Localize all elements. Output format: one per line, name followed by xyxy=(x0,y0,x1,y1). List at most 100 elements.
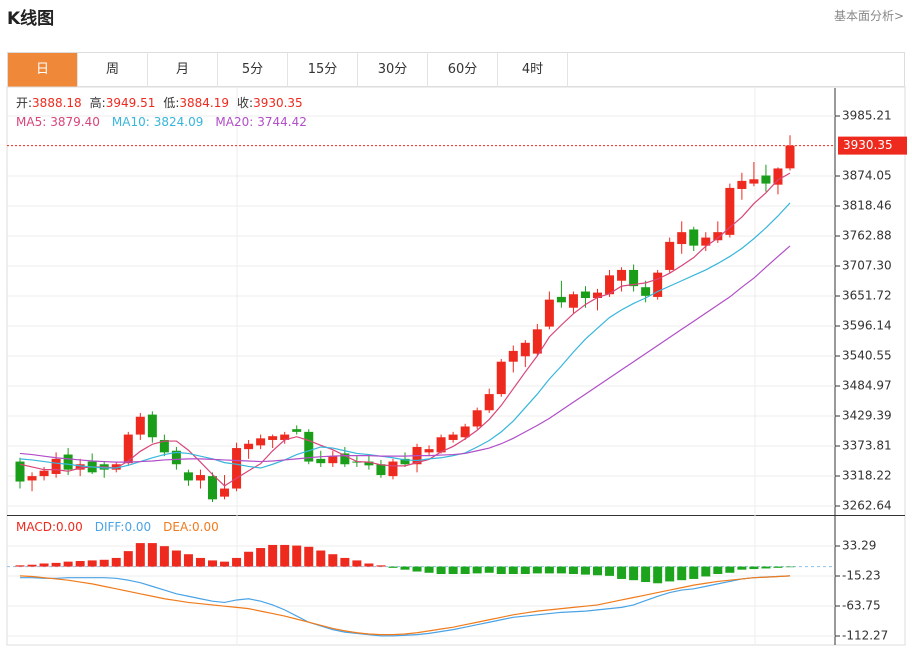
macd-info: MACD:0.00 DIFF:0.00 DEA:0.00 xyxy=(16,520,219,534)
candle-body xyxy=(593,292,602,299)
y-tick-label: -112.27 xyxy=(842,629,888,643)
macd-bar xyxy=(39,563,49,567)
candle-body xyxy=(532,329,542,354)
candle-body xyxy=(51,458,61,474)
y-tick-label: 3762.88 xyxy=(842,229,892,243)
macd-bar xyxy=(256,548,266,567)
candle-body xyxy=(556,296,566,303)
macd-bar xyxy=(424,566,434,573)
macd-bar xyxy=(773,566,783,568)
macd-bar xyxy=(99,559,109,567)
ohlc-label: 低: xyxy=(163,96,179,110)
period-tab[interactable]: 30分 xyxy=(358,53,428,87)
macd-bar xyxy=(171,550,181,567)
macd-bar xyxy=(508,566,518,575)
macd-bar xyxy=(617,566,627,579)
candle-body xyxy=(256,438,266,446)
macd-bar xyxy=(63,561,73,567)
period-tab[interactable]: 日 xyxy=(8,53,78,87)
macd-line xyxy=(19,575,791,636)
y-tick-label: 3318.22 xyxy=(842,469,892,483)
candle-body xyxy=(436,437,446,453)
candle-body xyxy=(27,476,37,481)
ohlc-info: 开:3888.18 高:3949.51 低:3884.19 收:3930.35 xyxy=(16,95,303,110)
macd-bar xyxy=(244,551,254,567)
candle-body xyxy=(605,275,615,295)
chart-frame xyxy=(6,86,906,646)
ma-name: MA20: xyxy=(215,115,253,129)
macd-bar xyxy=(701,566,711,577)
candle-body xyxy=(376,464,386,476)
macd-bar xyxy=(761,566,771,569)
macd-bar xyxy=(532,566,542,574)
candle-body xyxy=(749,179,759,184)
candle-body xyxy=(472,410,482,427)
macd-bar xyxy=(316,550,326,567)
candle-body xyxy=(232,448,242,489)
candle-body xyxy=(496,361,506,395)
candle-body xyxy=(508,350,518,362)
y-tick-label: 3985.21 xyxy=(842,108,892,122)
macd-bar xyxy=(352,560,362,567)
macd-legend-value: 0.00 xyxy=(192,520,219,534)
macd-bar xyxy=(183,554,193,567)
y-tick-label: -15.23 xyxy=(842,569,881,583)
y-tick-label: 3484.97 xyxy=(842,379,892,393)
y-tick-label: 3429.39 xyxy=(842,409,892,423)
candle-body xyxy=(701,237,711,246)
ohlc-value: 3884.19 xyxy=(179,96,229,110)
macd-line xyxy=(20,575,791,637)
candle-body xyxy=(400,458,410,465)
y-tick-label: 33.29 xyxy=(842,539,876,553)
macd-bar xyxy=(665,566,675,582)
macd-legend-name: DIFF: xyxy=(95,520,125,534)
macd-bar xyxy=(364,563,374,567)
fundamental-link[interactable]: 基本面分析> xyxy=(833,9,904,23)
candle-body xyxy=(773,168,783,185)
macd-bar xyxy=(725,566,735,573)
macd-bar xyxy=(27,564,37,567)
macd-bar xyxy=(388,566,398,568)
candle-body xyxy=(388,461,398,477)
ohlc-label: 高: xyxy=(90,95,106,110)
y-tick-label: 3262.64 xyxy=(842,499,892,513)
macd-bar xyxy=(400,566,410,570)
candle-body xyxy=(208,476,217,500)
candle-body xyxy=(568,294,578,308)
macd-bar xyxy=(496,566,506,575)
period-tab[interactable]: 周 xyxy=(78,53,148,87)
macd-bar xyxy=(376,565,386,567)
period-tab[interactable]: 15分 xyxy=(288,53,358,87)
period-tab[interactable]: 5分 xyxy=(218,53,288,87)
macd-bar xyxy=(689,566,699,579)
candle-body xyxy=(629,269,639,287)
candle-body xyxy=(737,180,747,189)
macd-bar xyxy=(268,544,278,567)
macd-bar xyxy=(580,566,590,575)
macd-bar xyxy=(484,566,494,573)
ma-value: 3824.09 xyxy=(154,115,204,129)
candle-body xyxy=(220,488,230,497)
candle-body xyxy=(484,394,494,411)
page-title: K线图 xyxy=(7,9,55,29)
ohlc-value: 3930.35 xyxy=(253,96,303,110)
ma-info: MA5: 3879.40 MA10: 3824.09 MA20: 3744.42 xyxy=(16,115,307,129)
macd-bar xyxy=(123,551,133,567)
macd-legend-name: DEA: xyxy=(163,520,192,534)
macd-bar xyxy=(304,546,314,567)
candle-body xyxy=(195,475,205,481)
candle-body xyxy=(171,450,181,465)
ma-value: 3879.40 xyxy=(50,115,100,129)
macd-bar xyxy=(135,543,145,567)
macd-bar xyxy=(111,557,121,567)
y-tick-label: 3651.72 xyxy=(842,288,892,302)
candle-body xyxy=(424,449,434,453)
candle-body xyxy=(677,232,687,245)
period-tab[interactable]: 月 xyxy=(148,53,218,87)
candle-body xyxy=(135,416,145,435)
period-tab[interactable]: 4时 xyxy=(498,53,568,87)
y-tick-label: 3818.46 xyxy=(842,199,892,213)
period-tab[interactable]: 60分 xyxy=(428,53,498,87)
